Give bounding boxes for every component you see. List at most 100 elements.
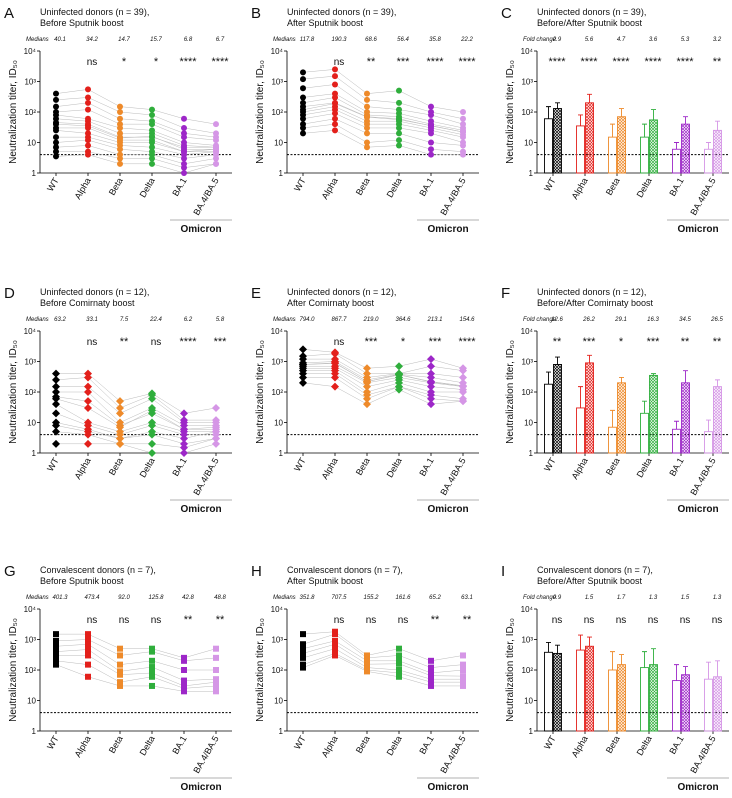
significance: ns	[119, 615, 130, 626]
y-tick-label: 1	[529, 169, 534, 178]
point	[396, 673, 402, 680]
significance: ns	[680, 615, 691, 626]
point	[117, 682, 123, 689]
bar-before	[576, 125, 585, 174]
point	[331, 373, 339, 382]
bar-before	[672, 428, 681, 454]
y-tick-label: 10³	[271, 78, 283, 87]
x-tick-label: Delta	[385, 176, 404, 199]
stat-value: 1.3	[713, 595, 722, 601]
point	[181, 115, 187, 122]
stat-value: 22.2	[460, 37, 473, 43]
panel: H Convalescent donors (n = 7),After Sputn…	[251, 563, 479, 793]
point	[180, 434, 188, 443]
group-label: Omicron	[180, 504, 221, 515]
y-tick-label: 10³	[271, 636, 283, 645]
significance: ns	[552, 615, 563, 626]
point	[53, 144, 59, 151]
point	[181, 155, 187, 162]
donor-line	[302, 633, 464, 668]
point	[460, 661, 466, 668]
point	[213, 137, 219, 144]
point	[300, 94, 306, 101]
donor-line	[55, 660, 217, 689]
error-bar	[555, 644, 560, 654]
x-tick-label: BA.4/BA.5	[438, 176, 467, 217]
x-tick-label: Alpha	[320, 176, 340, 201]
y-tick-label: 10³	[24, 636, 36, 645]
point	[363, 382, 371, 391]
donor-line	[302, 130, 463, 155]
point	[428, 130, 434, 137]
point	[331, 349, 339, 358]
point	[148, 449, 156, 457]
point	[53, 134, 59, 141]
point	[85, 142, 91, 149]
point	[428, 139, 434, 146]
point	[52, 427, 60, 436]
point	[212, 439, 220, 448]
donor-line	[302, 97, 464, 131]
error-bar	[642, 123, 647, 138]
donor-line	[55, 102, 217, 138]
bar-after	[681, 674, 690, 732]
donor-line	[302, 653, 463, 683]
stat-value: 12.6	[551, 317, 563, 323]
point	[53, 648, 59, 655]
significance: ***	[214, 336, 228, 348]
point	[85, 124, 91, 131]
donor-line	[302, 648, 463, 680]
stat-value: 26.2	[582, 317, 595, 323]
bar-after	[617, 116, 626, 174]
panel-label: G	[4, 563, 16, 580]
error-bar	[587, 636, 592, 647]
error-bar	[715, 660, 720, 677]
error-bar	[546, 642, 551, 653]
donor-line	[302, 643, 464, 677]
x-tick-label: BA.1	[170, 456, 188, 478]
point	[213, 688, 219, 695]
point	[117, 645, 123, 652]
significance: ****	[644, 56, 662, 68]
error-bar	[546, 371, 551, 385]
significance: ***	[647, 336, 661, 348]
point	[117, 109, 123, 115]
y-tick-label: 10²	[24, 108, 36, 117]
stat-value: 92.0	[118, 595, 130, 601]
error-bar	[610, 409, 615, 428]
x-tick-label: Delta	[635, 176, 654, 199]
y-axis-label: Neutralization titer, ID₅₀	[8, 60, 19, 164]
significance: ****	[458, 336, 476, 348]
point	[117, 671, 123, 678]
point	[300, 76, 306, 83]
point	[428, 151, 434, 158]
point	[459, 366, 467, 375]
point	[332, 637, 338, 644]
x-tick-label: WT	[292, 456, 308, 474]
donor-line	[56, 655, 217, 687]
error-bar	[642, 651, 647, 668]
y-tick-label: 10²	[271, 108, 283, 117]
donor-line	[55, 664, 216, 692]
donor-line	[303, 365, 464, 387]
x-tick-label: BA.1	[667, 176, 685, 198]
stat-value: 154.6	[459, 317, 475, 323]
donor-line	[55, 123, 216, 150]
bar-after	[617, 664, 626, 732]
point	[459, 388, 467, 396]
point	[116, 423, 124, 432]
error-bar	[674, 142, 679, 150]
point	[53, 661, 59, 668]
point	[332, 641, 338, 648]
point	[396, 137, 402, 144]
x-tick-label: Beta	[354, 176, 372, 197]
y-axis-label: Neutralization titer, ID₅₀	[8, 340, 19, 444]
point	[300, 124, 306, 131]
point	[149, 673, 155, 680]
point	[428, 664, 434, 671]
panel-title: After Comirnaty boost	[287, 298, 375, 308]
point	[149, 155, 155, 162]
significance: ****	[179, 336, 197, 348]
point	[364, 668, 370, 675]
group-label: Omicron	[427, 224, 468, 235]
